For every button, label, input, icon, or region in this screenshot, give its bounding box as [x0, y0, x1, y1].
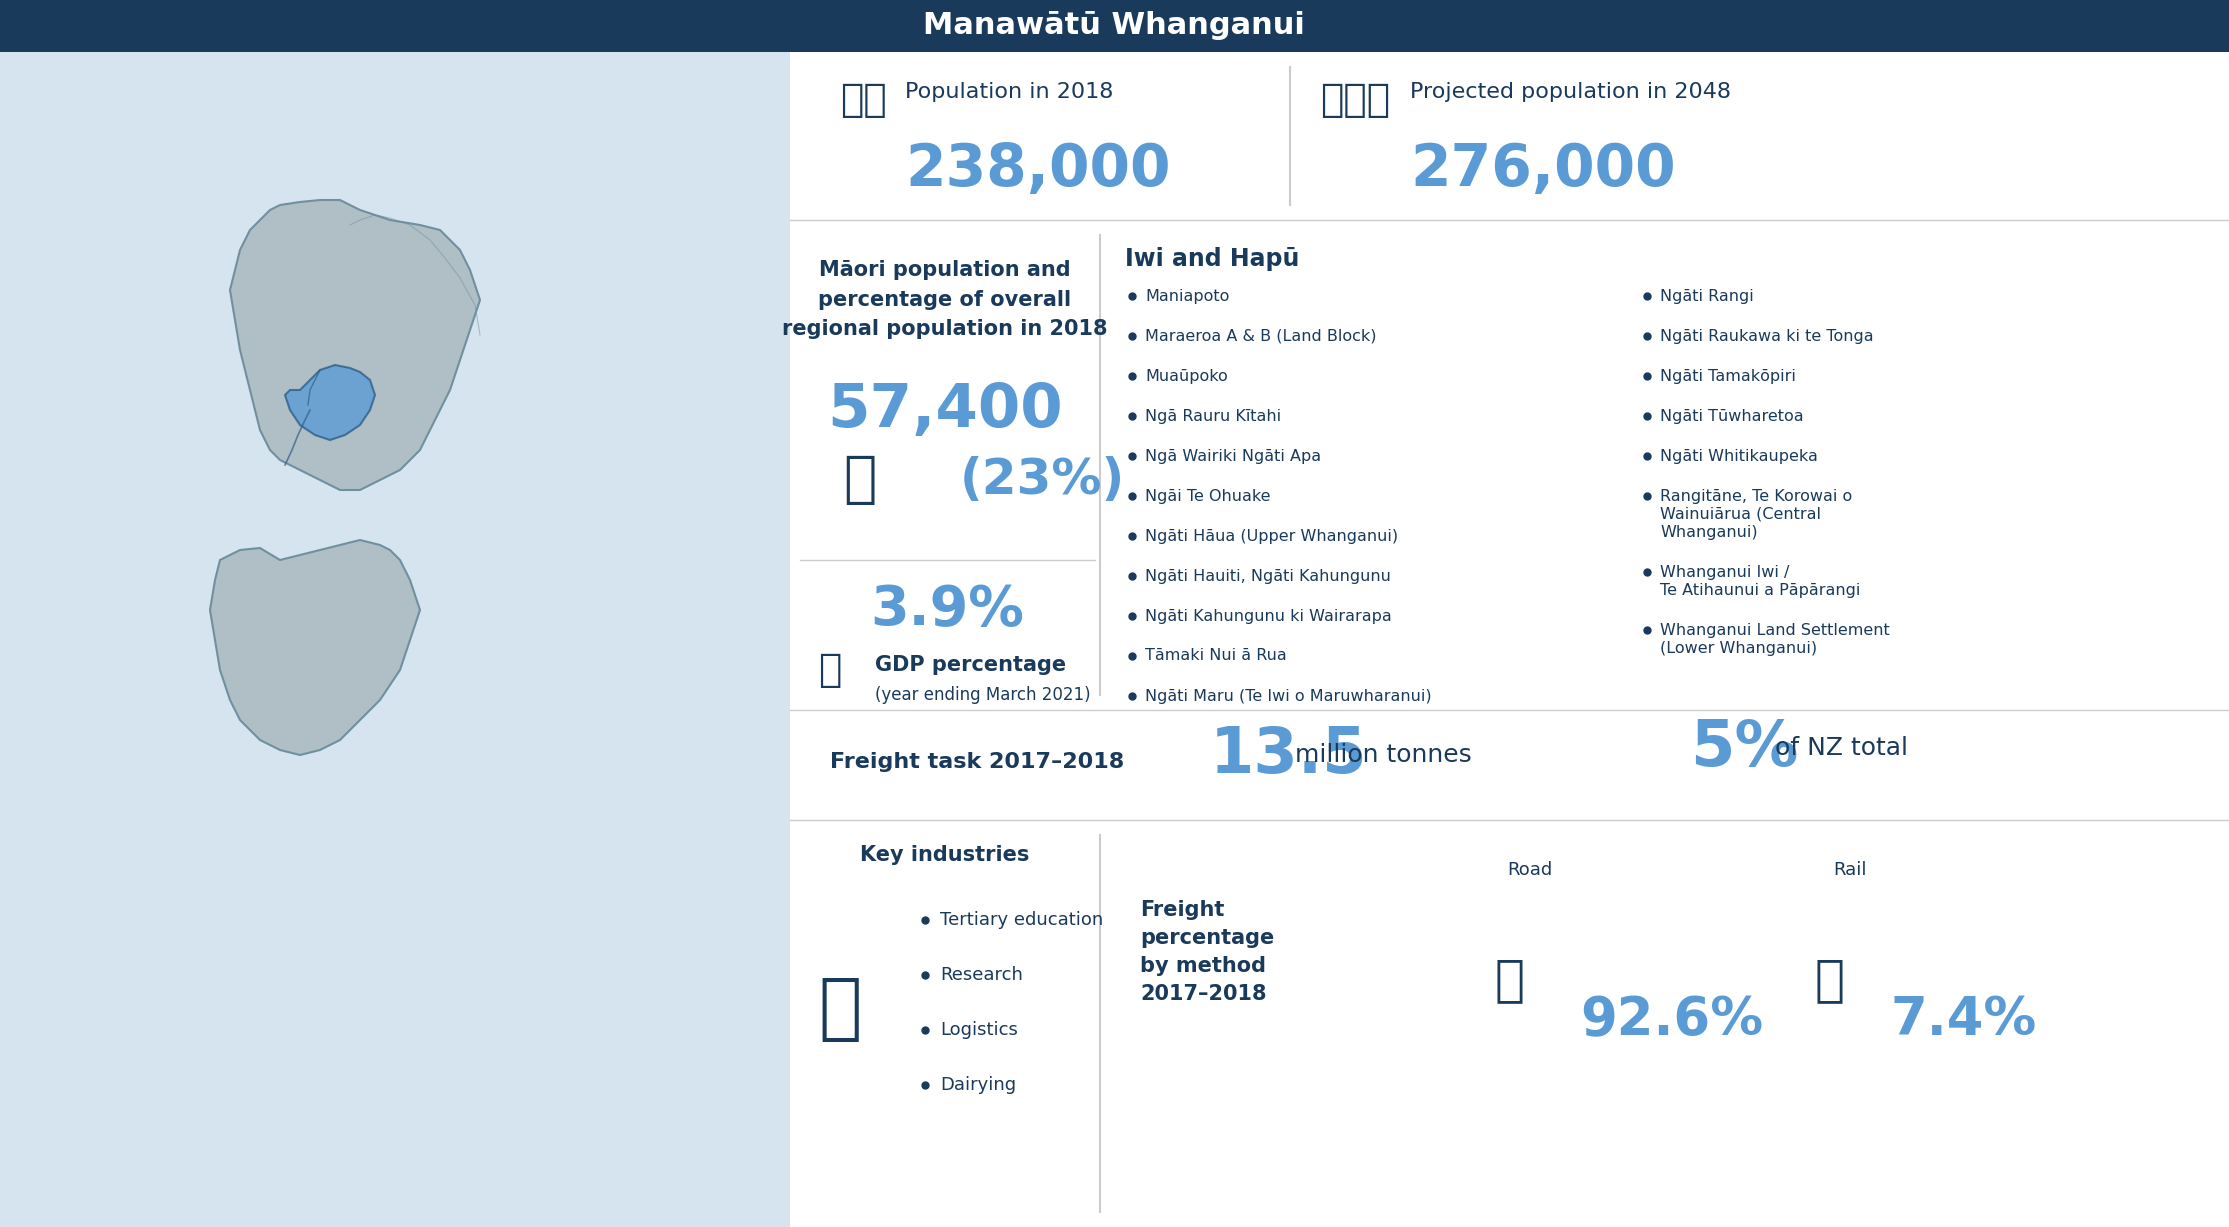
Text: 3.9%: 3.9% — [869, 583, 1023, 637]
Text: 👥👥: 👥👥 — [840, 81, 887, 119]
Text: 7.4%: 7.4% — [1890, 994, 2037, 1045]
Text: 🏠: 🏠 — [843, 453, 876, 507]
Text: 🛣: 🛣 — [1496, 956, 1525, 1004]
Text: 13.5: 13.5 — [1210, 724, 1369, 787]
Text: Ngāti Raukawa ki te Tonga: Ngāti Raukawa ki te Tonga — [1661, 329, 1875, 344]
Text: Whanganui): Whanganui) — [1661, 524, 1759, 540]
Text: of NZ total: of NZ total — [1774, 736, 1908, 760]
Text: million tonnes: million tonnes — [1295, 744, 1471, 767]
Text: Projected population in 2048: Projected population in 2048 — [1411, 82, 1732, 102]
Text: (year ending March 2021): (year ending March 2021) — [876, 686, 1090, 704]
Text: Logistics: Logistics — [941, 1021, 1019, 1039]
Text: Ngāti Tamakōpiri: Ngāti Tamakōpiri — [1661, 368, 1797, 384]
Text: Wainuiārua (Central: Wainuiārua (Central — [1661, 507, 1821, 521]
Text: Muaūpoko: Muaūpoko — [1146, 368, 1228, 384]
Text: Ngā Wairiki Ngāti Apa: Ngā Wairiki Ngāti Apa — [1146, 449, 1322, 464]
Text: Rangitāne, Te Korowai o: Rangitāne, Te Korowai o — [1661, 488, 1852, 503]
Text: Whanganui Iwi /: Whanganui Iwi / — [1661, 564, 1790, 579]
Text: Maniapoto: Maniapoto — [1146, 288, 1230, 303]
Text: Māori population and
percentage of overall
regional population in 2018: Māori population and percentage of overa… — [782, 260, 1108, 339]
Text: 🚆: 🚆 — [1814, 956, 1846, 1004]
Text: Ngāti Maru (Te Iwi o Maruwharanui): Ngāti Maru (Te Iwi o Maruwharanui) — [1146, 688, 1431, 703]
Text: Population in 2018: Population in 2018 — [905, 82, 1112, 102]
Text: Tertiary education: Tertiary education — [941, 910, 1103, 929]
FancyBboxPatch shape — [789, 52, 2229, 1227]
FancyBboxPatch shape — [0, 0, 2229, 52]
Text: Ngāti Tūwharetoa: Ngāti Tūwharetoa — [1661, 409, 1803, 423]
Text: Freight task 2017–2018: Freight task 2017–2018 — [829, 752, 1123, 772]
Text: 5%: 5% — [1690, 717, 1799, 779]
Text: (23%): (23%) — [961, 456, 1126, 504]
Text: Te Atihaunui a Pāpārangi: Te Atihaunui a Pāpārangi — [1661, 583, 1861, 598]
Text: 276,000: 276,000 — [1411, 141, 1676, 199]
Text: 238,000: 238,000 — [905, 141, 1170, 199]
Text: Whanganui Land Settlement: Whanganui Land Settlement — [1661, 622, 1890, 638]
Text: Freight
percentage
by method
2017–2018: Freight percentage by method 2017–2018 — [1139, 899, 1275, 1004]
Text: 🚜: 🚜 — [818, 975, 863, 1044]
Text: 92.6%: 92.6% — [1580, 994, 1763, 1045]
Text: Ngāi Te Ohuake: Ngāi Te Ohuake — [1146, 488, 1271, 503]
FancyBboxPatch shape — [0, 52, 789, 1227]
Text: 💲: 💲 — [818, 652, 843, 690]
Text: 57,400: 57,400 — [827, 380, 1063, 439]
Text: Ngāti Kahungunu ki Wairarapa: Ngāti Kahungunu ki Wairarapa — [1146, 609, 1391, 623]
Text: Iwi and Hapū: Iwi and Hapū — [1126, 247, 1300, 271]
Text: Ngāti Rangi: Ngāti Rangi — [1661, 288, 1754, 303]
Text: Research: Research — [941, 966, 1023, 984]
Polygon shape — [210, 540, 419, 755]
Text: Dairying: Dairying — [941, 1076, 1016, 1094]
Text: Ngā Rauru Kītahi: Ngā Rauru Kītahi — [1146, 409, 1282, 423]
Text: 👥👥👥: 👥👥👥 — [1320, 81, 1391, 119]
Text: GDP percentage: GDP percentage — [876, 655, 1065, 675]
Text: Ngāti Hauiti, Ngāti Kahungunu: Ngāti Hauiti, Ngāti Kahungunu — [1146, 568, 1391, 584]
Text: Road: Road — [1507, 861, 1554, 879]
Polygon shape — [230, 200, 479, 490]
Polygon shape — [285, 364, 374, 440]
Text: Ngāti Whitikaupeka: Ngāti Whitikaupeka — [1661, 449, 1819, 464]
Text: Rail: Rail — [1832, 861, 1866, 879]
Text: Ngāti Hāua (Upper Whanganui): Ngāti Hāua (Upper Whanganui) — [1146, 529, 1398, 544]
Text: (Lower Whanganui): (Lower Whanganui) — [1661, 640, 1817, 655]
Text: Key industries: Key industries — [860, 845, 1030, 865]
Text: Manawātū Whanganui: Manawātū Whanganui — [923, 11, 1304, 40]
Text: Tāmaki Nui ā Rua: Tāmaki Nui ā Rua — [1146, 649, 1286, 664]
Text: Maraeroa A & B (Land Block): Maraeroa A & B (Land Block) — [1146, 329, 1378, 344]
